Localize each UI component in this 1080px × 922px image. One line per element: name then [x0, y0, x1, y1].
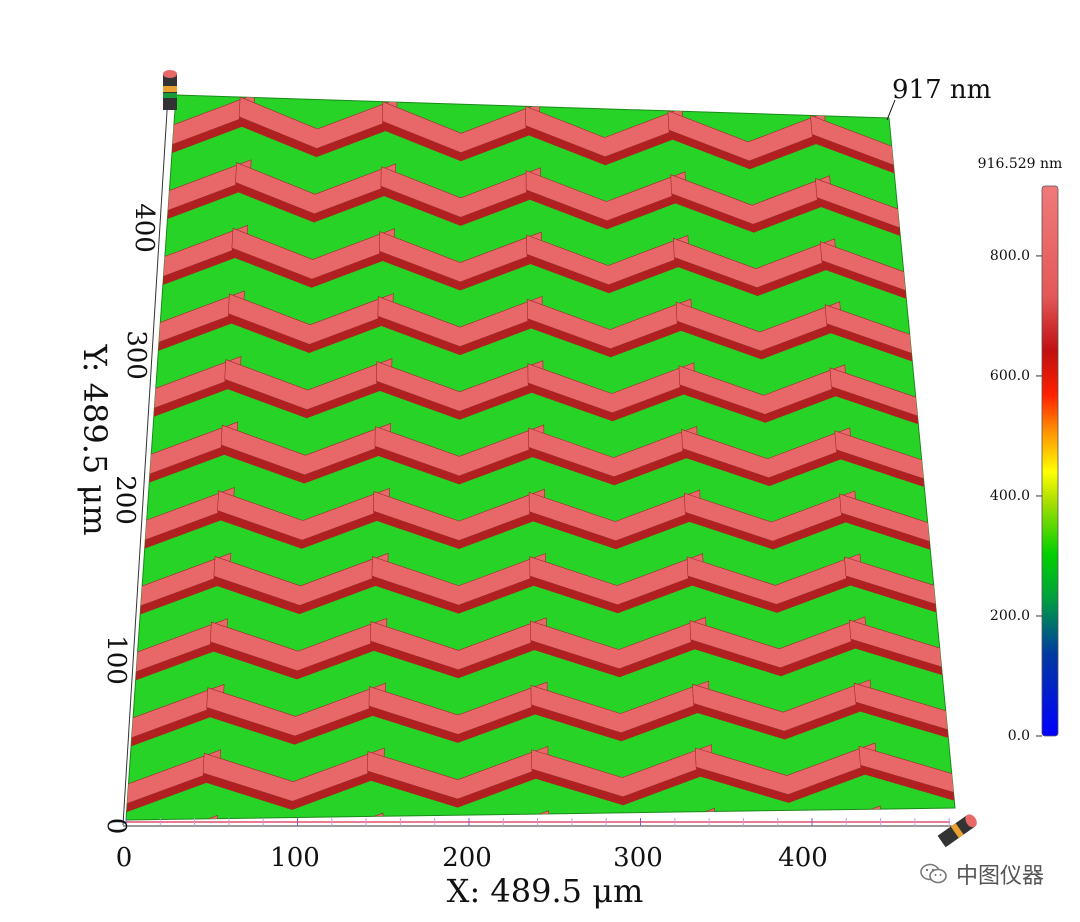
ridge-shadow — [242, 40, 398, 92]
x-tick-label: 400 — [778, 843, 828, 873]
ridge-chevron — [960, 183, 1080, 232]
watermark: 中图仪器 — [920, 858, 1044, 890]
y-tick-label: 100 — [101, 635, 131, 685]
colorbar-max-label: 916.529 nm — [978, 156, 1063, 172]
peak-height-label: 917 nm — [892, 75, 991, 105]
ridge-shadow — [701, 877, 887, 922]
ridge-chevron — [27, 881, 214, 922]
ridge-chevron — [196, 878, 382, 922]
y-axis-title: Y: 489.5 μm — [76, 343, 114, 535]
ridge-chevron — [525, 42, 680, 93]
ridge-shadow — [989, 439, 1080, 488]
ridge-chevron — [1023, 739, 1080, 790]
ridge-chevron — [1002, 554, 1080, 604]
ridge-chevron — [664, 95, 822, 98]
ridge-pattern — [27, 26, 1080, 922]
ridge-shadow — [1024, 748, 1080, 799]
x-tick-label: 0 — [116, 843, 133, 873]
colorbar-tick-label: 800.0 — [990, 248, 1030, 264]
corner-post-top-left — [163, 70, 177, 110]
ridge-shadow — [383, 95, 540, 97]
ridge-shadow — [996, 501, 1080, 550]
wechat-icon — [920, 863, 948, 885]
peak-leader-line — [886, 99, 896, 121]
ridge-shadow — [27, 890, 214, 922]
x-tick-marks — [125, 818, 950, 826]
ridge-shadow — [1031, 809, 1080, 860]
ridge-chevron — [243, 31, 399, 83]
watermark-text: 中图仪器 — [955, 864, 1044, 889]
ridge-shadow — [101, 35, 258, 87]
corner-post-bottom-right — [937, 814, 977, 848]
y-axis-line — [122, 94, 169, 826]
ridge-shadow — [665, 95, 822, 106]
colorbar-gradient — [1041, 185, 1059, 737]
y-tick-label: 200 — [110, 475, 140, 525]
ridge-chevron — [1030, 801, 1080, 852]
colorbar-tick-label: 0.0 — [1008, 728, 1030, 744]
colorbar-tick-label: 200.0 — [990, 608, 1030, 624]
ridge-shadow — [961, 191, 1080, 240]
ridge-shadow — [975, 315, 1080, 363]
x-tick-label: 200 — [442, 843, 492, 873]
ridge-chevron — [384, 37, 539, 88]
ridge-chevron — [701, 869, 887, 921]
ridge-shadow — [195, 887, 381, 922]
x-tick-label: 100 — [270, 843, 320, 873]
colorbar-tick-label: 400.0 — [990, 488, 1030, 504]
y-tick-label: 300 — [121, 330, 151, 380]
ridge-chevron — [974, 307, 1080, 355]
ridge-chevron — [102, 26, 258, 78]
colorbar-tick-label: 600.0 — [990, 368, 1030, 384]
ridge-chevron — [988, 431, 1080, 480]
ridge-shadow — [524, 95, 681, 102]
colorbar: 916.529 nm 800.0 600.0 400.0 200.0 0.0 — [978, 156, 1063, 744]
x-tick-label: 300 — [613, 843, 663, 873]
ridge-shadow — [982, 377, 1080, 426]
ridge-shadow — [1003, 562, 1080, 612]
x-axis-title: X: 489.5 μm — [447, 872, 644, 910]
y-tick-label: 400 — [129, 203, 159, 253]
y-tick-label: 0 — [101, 818, 131, 835]
